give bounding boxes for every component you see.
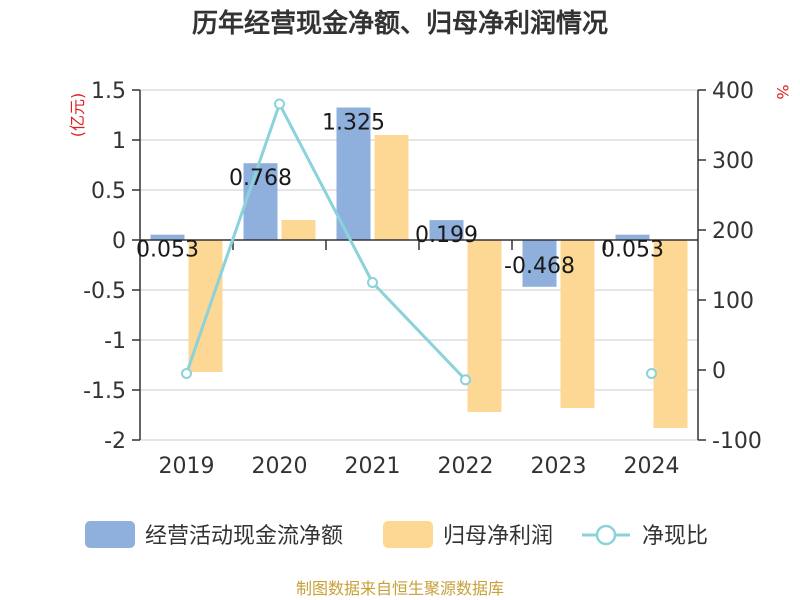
y-right-tick-label: 0: [712, 359, 726, 384]
ratio-point: [460, 374, 471, 386]
bars: [150, 107, 688, 428]
legend-swatch-ratio-marker: [595, 524, 617, 546]
y-left-tick-label: 1: [112, 129, 126, 154]
data-label: 0.053: [136, 238, 199, 263]
data-label: -0.468: [504, 254, 575, 279]
y-left-tick-label: 0.5: [91, 179, 126, 204]
legend-label-cash-flow: 经营活动现金流净额: [145, 524, 343, 549]
data-labels: 0.053 0.768 1.325 0.199 -0.468 0.053: [136, 111, 664, 279]
y-right-tick-label: 300: [712, 149, 754, 174]
y-left-tick-label: -1: [104, 329, 126, 354]
bar-cash-flow: [429, 220, 464, 240]
bar-net-profit: [467, 240, 502, 412]
ratio-point: [367, 277, 378, 288]
y-left-tick-label: 0: [112, 229, 126, 254]
left-unit-label: (亿元): [68, 93, 87, 138]
bar-net-profit: [653, 240, 688, 428]
legend-swatch-cash-flow: [85, 521, 135, 548]
x-tick-label: 2019: [159, 454, 215, 479]
legend-swatch-net-profit: [383, 521, 433, 548]
bar-cash-flow: [522, 240, 557, 287]
legend-label-net-profit: 归母净利润: [443, 524, 553, 549]
y-left-tick-label: -0.5: [83, 279, 126, 304]
x-tick-label: 2022: [438, 454, 494, 479]
bar-cash-flow: [336, 107, 371, 240]
legend: 经营活动现金流净额 归母净利润 净现比: [85, 521, 708, 549]
y-right-tick-label: 400: [712, 79, 754, 104]
data-label: 0.199: [415, 223, 478, 248]
y-right-tick-label: 100: [712, 289, 754, 314]
data-label: 1.325: [322, 111, 385, 136]
x-tick-label: 2023: [531, 454, 587, 479]
ratio-line-segment: [185, 100, 467, 381]
axes: 1.5 1 0.5 0 -0.5 -1 -1.5 -2 400 300 200 100 0 -100 201…: [83, 79, 762, 479]
bar-cash-flow: [243, 163, 278, 240]
data-label: 0.053: [601, 238, 664, 263]
legend-label-ratio: 净现比: [642, 524, 708, 549]
bar-cash-flow: [615, 234, 650, 240]
x-tick-label: 2020: [252, 454, 308, 479]
right-unit-label: %: [773, 84, 792, 99]
ratio-point: [274, 98, 285, 110]
bar-net-profit: [374, 135, 409, 240]
ratio-point: [646, 368, 657, 379]
y-left-tick-label: 1.5: [91, 79, 126, 104]
y-left-tick-label: -2: [104, 429, 126, 454]
ratio-point: [181, 368, 192, 379]
bar-net-profit: [560, 240, 595, 408]
x-tick-label: 2024: [624, 454, 680, 479]
source-note: 制图数据来自恒生聚源数据库: [296, 579, 504, 598]
ratio-line: [181, 98, 657, 386]
gridlines: [140, 89, 698, 441]
y-left-tick-label: -1.5: [83, 379, 126, 404]
x-tick-label: 2021: [345, 454, 401, 479]
data-label: 0.768: [229, 166, 292, 191]
y-right-tick-label: -100: [712, 429, 762, 454]
chart-title: 历年经营现金净额、归母净利润情况: [192, 8, 608, 39]
bar-cash-flow: [150, 234, 185, 240]
y-right-tick-label: 200: [712, 219, 754, 244]
bar-net-profit: [281, 220, 316, 240]
